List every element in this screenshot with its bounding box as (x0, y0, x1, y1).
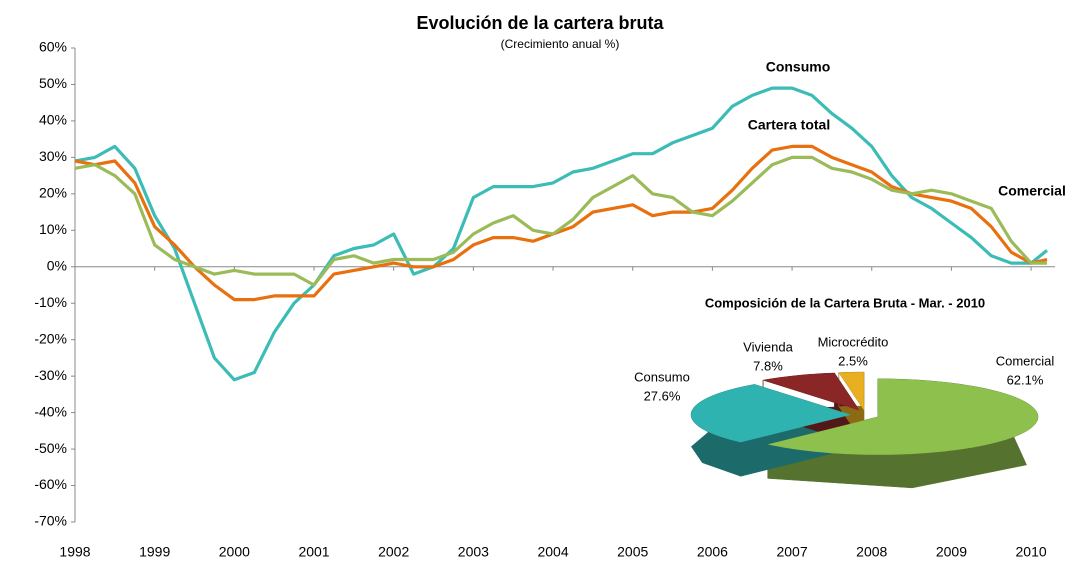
pie-title: Composición de la Cartera Bruta - Mar. -… (705, 295, 985, 310)
x-tick-label: 2003 (458, 544, 489, 560)
x-tick-label: 2008 (856, 544, 887, 560)
slice-value-label: 2.5% (838, 353, 868, 368)
slice-value-label: 7.8% (753, 358, 783, 373)
x-tick-label: 2006 (697, 544, 728, 560)
y-tick-label: 30% (39, 148, 67, 164)
x-tick-label: 2000 (219, 544, 250, 560)
y-tick-label: -30% (34, 367, 67, 383)
slice-label: Microcrédito (818, 334, 889, 349)
y-tick-label: 60% (39, 39, 67, 55)
series-label: Comercial (998, 183, 1066, 199)
y-tick-label: -70% (34, 513, 67, 529)
x-tick-label: 2009 (936, 544, 967, 560)
y-tick-label: -40% (34, 403, 67, 419)
series-line (74, 144, 1048, 302)
x-tick-label: 2001 (298, 544, 329, 560)
y-tick-label: 20% (39, 185, 67, 201)
slice-label: Comercial (996, 353, 1055, 368)
pie-slice (763, 373, 860, 411)
slice-value-label: 62.1% (1007, 372, 1044, 387)
slice-label: Vivienda (743, 339, 793, 354)
slice-label: Consumo (634, 369, 690, 384)
y-tick-label: 50% (39, 75, 67, 91)
y-tick-label: 40% (39, 112, 67, 128)
series-label: Consumo (766, 59, 831, 75)
y-tick-label: 0% (47, 257, 67, 273)
series-line (74, 86, 1048, 382)
x-tick-label: 2005 (617, 544, 648, 560)
y-tick-label: -20% (34, 330, 67, 346)
x-tick-label: 1999 (139, 544, 170, 560)
y-tick-label: -60% (34, 476, 67, 492)
pie-slice (838, 372, 864, 411)
pie-slice (691, 384, 852, 443)
series-label: Cartera total (748, 117, 830, 133)
y-tick-label: -50% (34, 440, 67, 456)
x-tick-label: 2002 (378, 544, 409, 560)
chart-title: Evolución de la cartera bruta (416, 13, 664, 33)
chart-subtitle: (Crecimiento anual %) (501, 37, 620, 51)
x-tick-label: 2004 (537, 544, 568, 560)
y-tick-label: -10% (34, 294, 67, 310)
slice-value-label: 27.6% (644, 388, 681, 403)
x-tick-label: 2007 (776, 544, 807, 560)
series-line (74, 155, 1047, 287)
pie-slice (767, 378, 1038, 455)
x-tick-label: 2010 (1016, 544, 1047, 560)
y-tick-label: 10% (39, 221, 67, 237)
x-tick-label: 1998 (59, 544, 90, 560)
